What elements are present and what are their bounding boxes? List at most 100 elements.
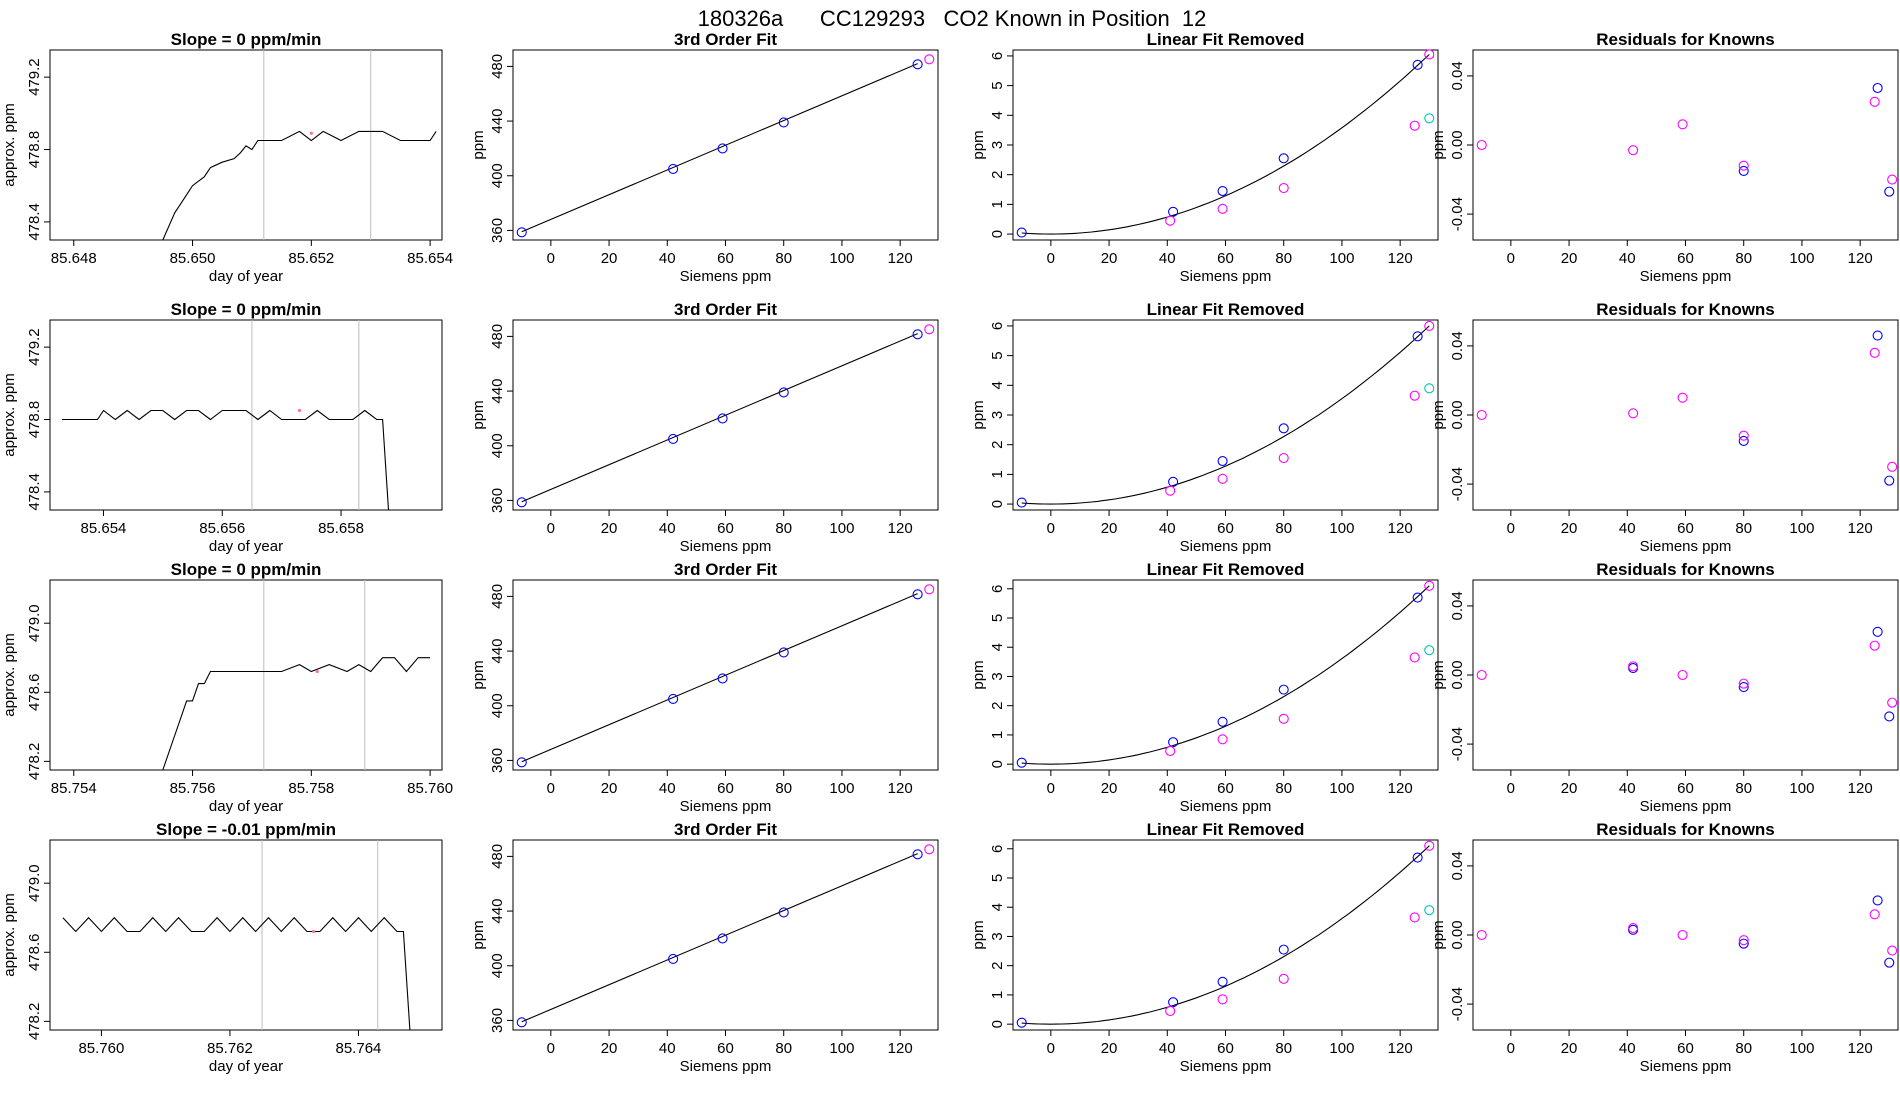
panel-title: Residuals for Knowns [1596,560,1775,579]
x-tick-label: 120 [1848,780,1873,797]
data-point [912,589,923,600]
y-tick-label: 4 [989,903,1006,911]
residual-point [1884,475,1895,486]
y-tick-label: 5 [989,81,1006,89]
timeseries-panel-2: Slope = 0 ppm/min 85.654 85.656 85.658 day o… [1,300,443,555]
fit-curve [1021,585,1430,765]
y-tick-label: 0 [989,500,1006,508]
x-axis-label: Siemens ppm [680,538,772,555]
x-tick-label: 80 [1735,250,1752,267]
x-tick-label: 100 [1329,250,1354,267]
residual-point [1738,682,1749,693]
data-point [924,324,935,335]
x-tick-label: 20 [1561,780,1578,797]
mean-marker [309,131,313,135]
panel-title: Residuals for Knowns [1596,820,1775,839]
data-point [778,117,789,128]
y-tick-label: 2 [989,171,1006,179]
x-tick-label: 85.756 [170,780,216,797]
residual-point [1869,347,1880,358]
x-tick-label: 20 [1561,1040,1578,1057]
fit-panel-2: 3rd Order Fit 0 20 40 60 80 100 120 Siemens ppm 3… [470,300,939,555]
y-tick-label: 479.2 [26,328,43,366]
y-tick-label: 3 [989,932,1006,940]
data-point [1424,49,1435,60]
x-tick-label: 120 [888,250,913,267]
x-tick-label: 85.754 [51,780,97,797]
x-tick-label: 85.762 [207,1040,253,1057]
data-point [1412,59,1423,70]
y-axis-label: ppm [470,130,487,159]
data-point [1168,737,1179,748]
data-point [1165,1005,1176,1017]
plot-frame [49,49,443,241]
x-tick-label: 20 [601,780,618,797]
fit-panel-3: 3rd Order Fit 0 20 40 60 80 100 120 Siemens ppm 3… [470,560,939,815]
x-axis-label: Siemens ppm [1180,268,1272,285]
data-point [1217,185,1228,197]
y-tick-label: 400 [489,693,506,718]
x-tick-label: 85.654 [407,250,453,267]
x-tick-label: 85.650 [170,250,216,267]
data-point [516,227,527,238]
panel-title: Slope = 0 ppm/min [171,560,322,579]
data-point [778,387,789,398]
data-point [668,953,679,964]
x-tick-label: 100 [1329,1040,1354,1057]
panel-title: 3rd Order Fit [674,300,777,319]
y-tick-label: 400 [489,163,506,188]
y-axis-label: approx. ppm [1,103,18,186]
panel-title: Linear Fit Removed [1147,30,1305,49]
residual-point [1738,435,1749,446]
residual-point [1738,165,1749,176]
data-point [516,1017,527,1028]
ppm-trace [62,916,411,1031]
x-tick-label: 100 [1789,1040,1814,1057]
panel-title: 3rd Order Fit [674,30,777,49]
y-tick-label: 6 [989,322,1006,330]
data-point [1217,473,1228,484]
data-point [1278,452,1289,464]
y-tick-label: 440 [489,109,506,134]
y-tick-label: -0.04 [1449,467,1466,501]
x-tick-label: 60 [1677,520,1694,537]
x-tick-label: 60 [1677,250,1694,267]
residual-point [1887,697,1898,708]
residual-point [1887,461,1898,472]
x-tick-label: 20 [1561,250,1578,267]
residuals-panel-2: Residuals for Knowns 0 20 40 60 80 100 120 Sieme… [1430,300,1899,555]
y-tick-label: 0.00 [1449,130,1466,159]
y-tick-label: 478.4 [26,473,43,511]
fit-panel-1: 3rd Order Fit 0 20 40 60 80 100 120 Siemens ppm 3… [470,30,939,285]
panel-title: Slope = 0 ppm/min [171,30,322,49]
y-axis-label: ppm [1430,400,1447,429]
x-axis-label: day of year [209,538,283,555]
residual-point [1677,669,1688,681]
data-point [1424,905,1435,916]
data-point [1217,455,1228,467]
y-tick-label: 0.00 [1449,920,1466,949]
x-tick-label: 0 [1047,250,1055,267]
y-tick-label: 360 [489,488,506,513]
y-tick-label: 0.04 [1449,331,1466,360]
y-tick-label: -0.04 [1449,727,1466,761]
y-tick-label: 5 [989,351,1006,359]
y-axis-label: approx. ppm [1,633,18,716]
x-tick-label: 0 [1507,780,1515,797]
x-tick-label: 0 [1047,520,1055,537]
x-axis-label: Siemens ppm [1180,538,1272,555]
x-tick-label: 100 [1789,780,1814,797]
y-tick-label: 478.8 [26,131,43,169]
x-tick-label: 120 [1848,250,1873,267]
x-tick-label: 60 [1677,1040,1694,1057]
residual-point [1872,330,1883,341]
x-tick-label: 40 [1159,520,1176,537]
y-tick-label: 478.2 [26,743,43,781]
data-point [516,497,527,508]
x-tick-label: 120 [888,1040,913,1057]
y-tick-label: 1 [989,470,1006,478]
